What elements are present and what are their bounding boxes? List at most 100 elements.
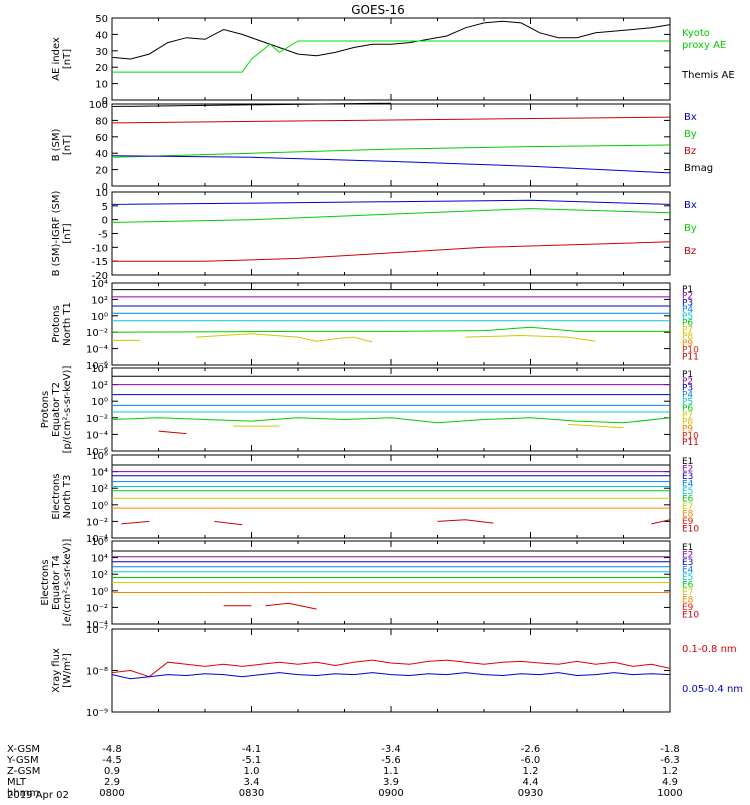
bigrf-legend-label: By <box>684 223 697 234</box>
pe-ytick-label: 10⁻⁴ <box>86 430 108 441</box>
en-legend-label: E6 <box>682 495 694 505</box>
x-axis-value: 0830 <box>239 788 264 799</box>
xray-ytick-label: 10⁻⁹ <box>86 708 108 719</box>
ee-legend-label: E9 <box>682 603 694 613</box>
xray-ylabel: Xray flux <box>51 648 62 693</box>
x-axis-row-label: Z-GSM <box>7 766 40 777</box>
pn-frame <box>111 282 671 366</box>
x-axis-row-label: MLT <box>7 777 27 788</box>
x-axis-value: 1.2 <box>662 766 678 777</box>
en-series-line <box>214 520 243 526</box>
pn-legend-label: P1 <box>682 285 693 295</box>
x-axis-row-label: X-GSM <box>7 744 40 755</box>
bsm-ylabel: [nT] <box>62 135 73 155</box>
bigrf-ytick-label: -10 <box>92 243 108 254</box>
pn-ytick-label: 10⁻⁴ <box>86 345 108 356</box>
bsm-ytick-label: 0 <box>102 182 108 193</box>
bigrf-ytick-label: -20 <box>92 271 108 282</box>
bigrf-ytick-label: -15 <box>92 257 108 268</box>
xray-series-line <box>111 659 671 678</box>
x-axis-value: 3.9 <box>383 777 399 788</box>
bsm-frame <box>111 103 671 187</box>
pe-legend-label: P2 <box>682 377 693 387</box>
xray-legend-label: 0.05-0.4 nm <box>682 684 743 695</box>
pe-ytick-label: 10⁴ <box>91 364 108 375</box>
bsm-series-line <box>111 155 671 174</box>
ee-legend-label: E5 <box>682 573 693 583</box>
bigrf-series-line <box>112 241 671 262</box>
x-axis-value: -4.8 <box>102 744 122 755</box>
ee-legend-label: E4 <box>682 566 694 576</box>
en-ytick-label: 10² <box>91 484 108 495</box>
x-axis-value: 4.4 <box>523 777 539 788</box>
ae-ylabel: AE index <box>51 37 62 81</box>
en-ytick-label: 10⁻⁴ <box>86 534 108 545</box>
x-axis-value: -4.1 <box>242 744 262 755</box>
en-ytick-label: 10⁴ <box>91 468 108 479</box>
en-legend-label: E10 <box>682 525 699 535</box>
pe-frame <box>111 367 671 452</box>
bigrf-ytick-label: 5 <box>102 202 108 213</box>
pe-series-line <box>567 423 624 429</box>
ee-ytick-label: 10⁴ <box>91 554 108 565</box>
bigrf-frame <box>111 191 671 276</box>
pn-ytick-label: 10⁻² <box>86 328 108 339</box>
ee-legend-label: E7 <box>682 588 693 598</box>
pn-legend-label: P3 <box>682 298 693 308</box>
pe-legend-label: P7 <box>682 411 693 421</box>
x-axis-value: 4.9 <box>662 777 678 788</box>
pn-ytick-label: 10⁴ <box>91 279 108 290</box>
bigrf-series-line <box>111 199 671 205</box>
ee-ytick-label: 10⁻² <box>86 603 108 614</box>
bsm-ytick-label: 80 <box>95 116 108 127</box>
ee-ylabel: [e/(cm²-s-sr-keV)] <box>62 539 73 627</box>
bigrf-ytick-label: 0 <box>102 216 108 227</box>
ee-ytick-label: 10⁶ <box>91 537 108 548</box>
pe-legend-label: P9 <box>682 425 693 435</box>
pe-legend-label: P4 <box>682 390 693 400</box>
ee-legend-label: E8 <box>682 596 694 606</box>
bigrf-series-line <box>111 208 671 223</box>
x-axis-value: 1.1 <box>383 766 399 777</box>
en-legend-label: E2 <box>682 465 693 475</box>
bigrf-ytick-label: 10 <box>95 188 108 199</box>
ee-ylabel: Equator T4 <box>51 555 62 610</box>
xray-frame <box>111 628 671 713</box>
x-axis-value: -3.4 <box>381 744 401 755</box>
bigrf-legend-label: Bz <box>684 246 696 257</box>
ae-ytick-label: 40 <box>95 30 108 41</box>
pn-series-line <box>195 333 336 342</box>
en-legend-label: E3 <box>682 472 693 482</box>
bsm-ytick-label: 60 <box>95 133 108 144</box>
pn-series-line <box>111 326 670 333</box>
en-legend-label: E1 <box>682 457 693 467</box>
en-frame <box>111 454 671 539</box>
x-axis-row-label: Y-GSM <box>6 755 39 766</box>
bsm-ytick-label: 40 <box>95 149 108 160</box>
bsm-legend-label: Bx <box>684 112 697 123</box>
en-legend-label: E9 <box>682 517 694 527</box>
x-axis-value: -5.6 <box>381 755 401 766</box>
pn-ytick-label: 10⁰ <box>91 312 108 323</box>
x-axis-value: 1.2 <box>523 766 539 777</box>
x-axis-value: 2.9 <box>104 777 120 788</box>
ae-ylabel: [nT] <box>62 49 73 69</box>
pe-ytick-label: 10⁻² <box>86 414 108 425</box>
ee-legend-label: E1 <box>682 543 693 553</box>
en-legend-label: E8 <box>682 510 694 520</box>
x-axis-row-label: hhmm <box>7 788 39 799</box>
pe-series-line <box>158 430 187 435</box>
pe-legend-label: P5 <box>682 397 693 407</box>
xray-legend-label: 0.1-0.8 nm <box>682 644 737 655</box>
en-series-line <box>437 519 494 524</box>
x-axis-value: -2.6 <box>521 744 541 755</box>
ee-ytick-label: 10⁰ <box>91 587 108 598</box>
x-axis-value: 1.0 <box>244 766 260 777</box>
pe-legend-label: P10 <box>682 431 699 441</box>
x-axis-value: 0900 <box>378 788 403 799</box>
pe-legend-label: P11 <box>682 438 699 448</box>
bsm-ytick-label: 20 <box>95 166 108 177</box>
ae-series-line <box>111 20 671 60</box>
